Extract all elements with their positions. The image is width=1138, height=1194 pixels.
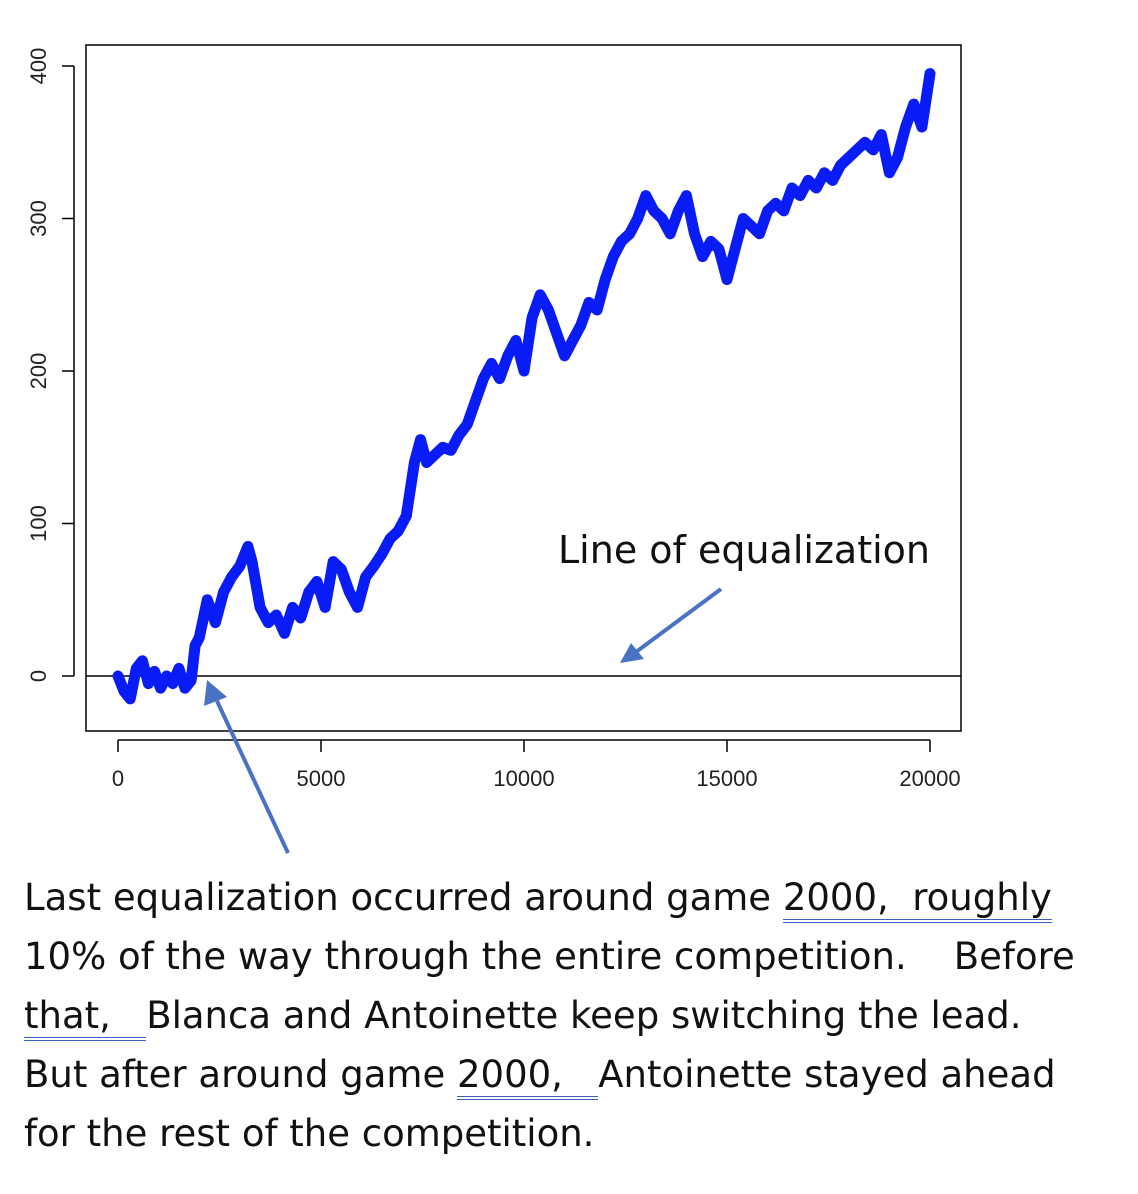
- equalization-label: Line of equalization: [558, 528, 930, 572]
- chart: 0 5000 10000 15000 20000 0 100 200 300 400 Line …: [26, 44, 962, 854]
- y-tick-label: 200: [26, 353, 51, 390]
- caption: Last equalization occurred around game 2…: [24, 868, 1134, 1163]
- caption-underlined-text: that,: [24, 994, 147, 1041]
- arrow-to-last-equalization: [204, 680, 290, 854]
- y-tick-label: 400: [26, 48, 51, 85]
- caption-underlined-text: 2000,: [456, 1053, 599, 1100]
- caption-text: 10% of the way through the entire compet…: [24, 935, 1075, 978]
- plot-frame: [85, 44, 962, 732]
- caption-line-2: 10% of the way through the entire compet…: [24, 927, 1134, 986]
- x-tick-label: 0: [112, 766, 124, 791]
- x-tick-label: 5000: [297, 766, 346, 791]
- y-tick-label: 100: [26, 505, 51, 542]
- series-line: [112, 68, 936, 705]
- caption-line-4: But after around game 2000, Antoinette s…: [24, 1045, 1134, 1104]
- caption-line-3: that, Blanca and Antoinette keep switchi…: [24, 986, 1134, 1045]
- caption-underlined-text: 2000, roughly: [782, 876, 1052, 923]
- series-layer: [112, 68, 936, 705]
- x-tick-label: 20000: [899, 766, 960, 791]
- x-tick-label: 10000: [493, 766, 554, 791]
- caption-line-5: for the rest of the competition.: [24, 1104, 1134, 1163]
- y-tick-label: 0: [26, 670, 51, 682]
- caption-text: Blanca and Antoinette keep switching the…: [146, 994, 1022, 1037]
- y-tick-label: 300: [26, 200, 51, 237]
- caption-line-1: Last equalization occurred around game 2…: [24, 868, 1134, 927]
- y-axis: 0 100 200 300 400: [26, 48, 75, 682]
- caption-text: Antoinette stayed ahead: [598, 1053, 1056, 1096]
- arrow-to-equalization-line: [620, 587, 723, 663]
- caption-text: for the rest of the competition.: [24, 1112, 595, 1155]
- x-axis: 0 5000 10000 15000 20000: [112, 739, 961, 791]
- caption-text: But after around game: [24, 1053, 457, 1096]
- x-tick-label: 15000: [696, 766, 757, 791]
- caption-text: Last equalization occurred around game: [24, 876, 783, 919]
